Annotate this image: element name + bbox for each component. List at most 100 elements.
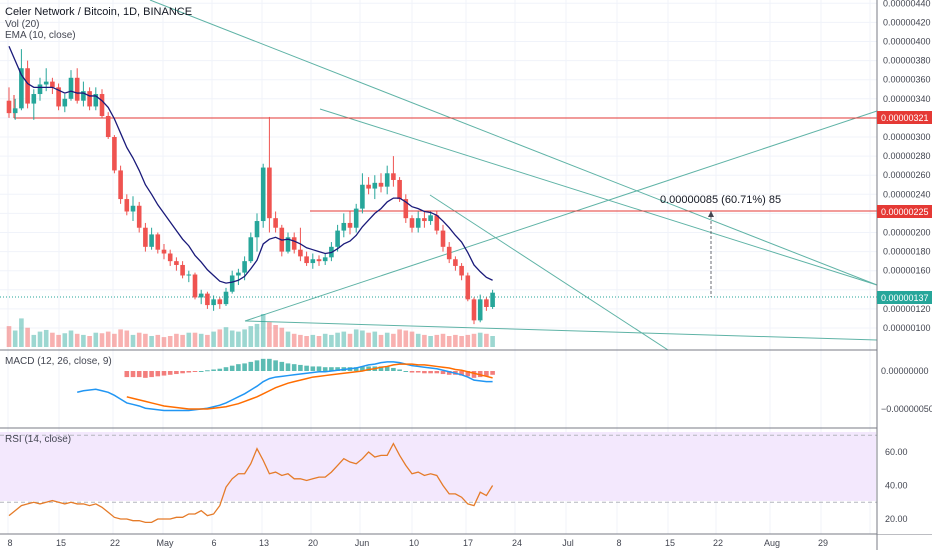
price-tick-label: 0.00000200 <box>883 228 931 238</box>
candle-body <box>6 100 12 114</box>
price-tick-label: 0.00000380 <box>883 56 931 66</box>
candle-body <box>50 81 55 88</box>
time-tick-label: Jun <box>355 538 370 548</box>
candle-body <box>291 237 297 250</box>
measure-tool: 0.00000085 (60.71%) 85 <box>660 194 781 297</box>
time-tick-label: 17 <box>463 538 473 548</box>
price-tick-label: 0.00000160 <box>883 266 931 276</box>
candle-body <box>56 87 61 107</box>
time-tick-label: 8 <box>7 538 12 548</box>
volume-bar <box>403 330 409 347</box>
volume-bar <box>459 336 464 347</box>
volume-bar <box>341 331 347 347</box>
macd-histogram-bar <box>279 361 285 371</box>
rsi-tick-label: 20.00 <box>885 514 908 524</box>
candle-body <box>490 292 495 307</box>
volume-bar <box>366 332 371 347</box>
trend-line <box>149 0 878 286</box>
macd-histogram-bar <box>322 367 328 371</box>
macd-histogram-bar <box>136 371 142 378</box>
candle-body <box>378 182 384 187</box>
macd-histogram-bar <box>229 365 235 371</box>
candle-body <box>384 173 390 187</box>
macd-histogram-bar <box>155 371 161 377</box>
price-tick-label: 0.00000120 <box>883 304 931 314</box>
macd-histogram-bar <box>205 370 210 372</box>
candle-body <box>415 218 421 228</box>
rsi-tick-label: 60.00 <box>885 447 908 457</box>
candle-body <box>453 259 458 266</box>
candle-body <box>161 249 167 254</box>
candle-body <box>118 170 123 200</box>
volume-bar <box>211 331 216 347</box>
volume-legend: Vol (20) <box>5 19 39 30</box>
macd-histogram-bar <box>291 364 297 371</box>
macd-histogram-bar <box>174 371 179 375</box>
trend-line <box>244 110 878 322</box>
volume-bar <box>477 332 483 347</box>
price-axis[interactable] <box>877 0 932 534</box>
ema-legend: EMA (10, close) <box>5 30 76 41</box>
candle-body <box>25 68 30 104</box>
volume-bar <box>484 333 489 347</box>
volume-bar <box>130 334 136 347</box>
macd-histogram-bar <box>192 371 198 372</box>
volume-bar <box>434 334 440 347</box>
macd-histogram-bar <box>471 371 477 378</box>
volume-bar <box>198 333 204 347</box>
price-tick-label: 0.00000400 <box>883 37 931 47</box>
candle-body <box>43 81 49 85</box>
candle-body <box>484 299 489 307</box>
macd-histogram-bar <box>422 371 427 374</box>
candle-body <box>180 264 185 276</box>
macd-histogram-bar <box>459 371 464 376</box>
macd-histogram-bar <box>143 371 148 378</box>
candle-body <box>316 259 322 262</box>
time-tick-label: 24 <box>512 538 522 548</box>
candle-body <box>192 274 198 298</box>
volume-bar <box>180 334 185 347</box>
candle-body <box>93 94 99 107</box>
candle-body <box>74 77 80 101</box>
volume-bar <box>298 334 303 347</box>
macd-histogram-bar <box>310 366 316 371</box>
time-tick-label: 10 <box>409 538 419 548</box>
macd-histogram-bar <box>130 371 136 378</box>
volume-bar <box>37 331 43 347</box>
volume-bar <box>347 333 353 347</box>
macd-histogram-bar <box>149 371 154 378</box>
badge-resistance-high: 0.00000321 <box>877 111 932 124</box>
volume-bar <box>465 334 471 347</box>
candle-body <box>112 137 117 171</box>
time-axis-ticks[interactable]: 8 15 22 May 6 13 20 Jun 10 17 24 Jul 8 15 22 Aug 29 <box>7 538 828 548</box>
measure-arrow <box>708 211 714 217</box>
time-tick-label: 8 <box>616 538 621 548</box>
volume-bar <box>19 318 24 347</box>
macd-histogram-bar <box>248 361 254 371</box>
volume-bars <box>6 314 495 347</box>
candle-body <box>459 265 464 276</box>
trend-line <box>429 194 669 351</box>
price-tick-label: 0.00000360 <box>883 75 931 85</box>
macd-histogram-bar <box>484 371 489 377</box>
rsi-line <box>8 442 494 523</box>
volume-bar <box>112 333 117 347</box>
macd-histogram-bar <box>211 369 216 371</box>
macd-histogram-bar <box>366 366 371 371</box>
volume-bar <box>99 333 105 347</box>
candle-body <box>229 275 235 292</box>
volume-bar <box>6 326 12 347</box>
volume-bar <box>260 314 266 347</box>
volume-bar <box>422 334 427 347</box>
candle-body <box>217 299 223 305</box>
macd-histogram-bar <box>465 371 471 377</box>
volume-bar <box>93 332 99 347</box>
volume-bar <box>428 336 433 347</box>
macd-legend: MACD (12, 26, close, 9) <box>5 356 112 367</box>
volume-bar <box>453 334 458 347</box>
candle-body <box>143 227 148 247</box>
volume-bar <box>236 331 241 347</box>
macd-histogram-bar <box>329 367 334 371</box>
volume-bar <box>81 334 86 347</box>
volume-bar <box>391 333 396 347</box>
